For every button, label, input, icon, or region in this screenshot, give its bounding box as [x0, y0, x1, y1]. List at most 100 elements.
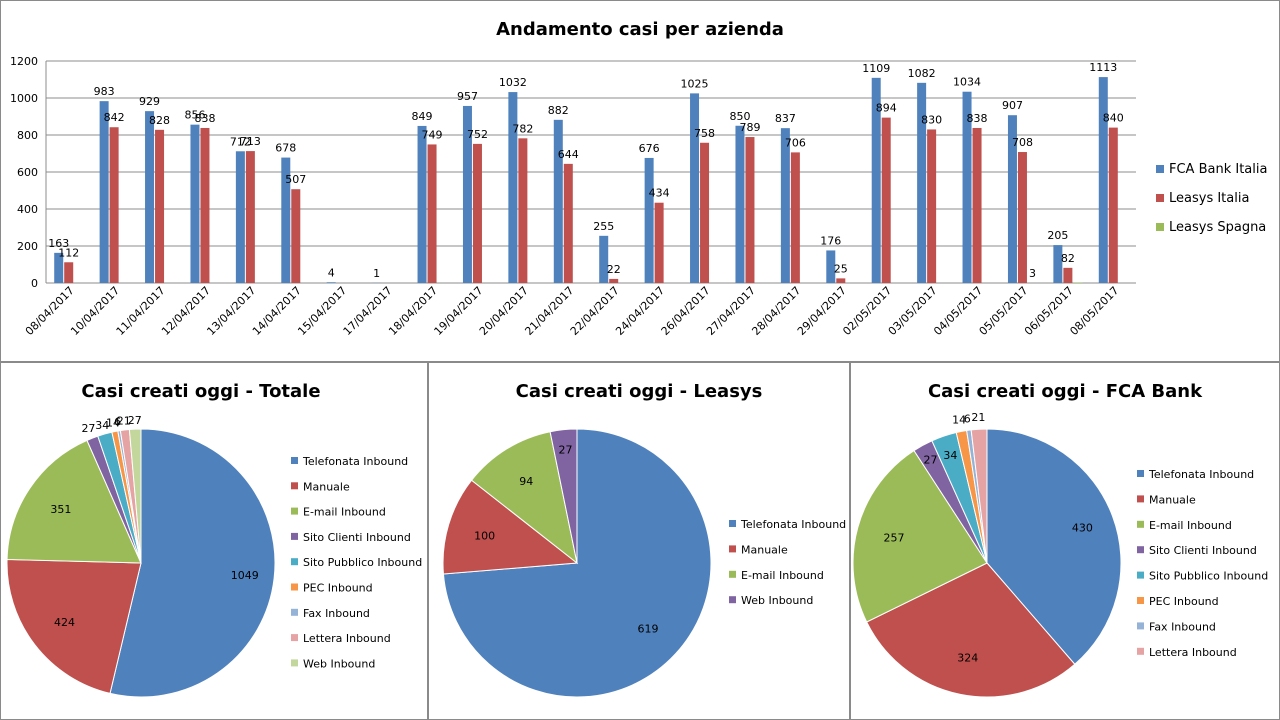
- pie-slice-label: 14: [106, 416, 120, 429]
- legend-swatch: [1156, 165, 1164, 173]
- legend-swatch: [1156, 223, 1164, 231]
- bar-fca-bank-italia: [690, 93, 700, 283]
- pie-slice: [470, 431, 578, 565]
- bar-fca-bank-italia: [54, 252, 64, 283]
- legend-swatch: [291, 634, 298, 642]
- bar-fca-bank-italia: [462, 105, 472, 283]
- legend-swatch: [291, 558, 298, 566]
- bar-data-label: 163: [48, 237, 69, 250]
- legend-swatch: [1137, 622, 1144, 630]
- bar-leasys-spagna: [1073, 282, 1083, 283]
- bar-leasys-italia: [291, 189, 301, 283]
- bar-data-label: 678: [275, 142, 296, 155]
- legend-label: Lettera Inbound: [1149, 646, 1237, 659]
- legend-swatch: [1137, 470, 1144, 477]
- bar-fca-bank-italia: [417, 125, 427, 283]
- bar-leasys-italia: [609, 278, 619, 283]
- bar-data-label: 1034: [953, 76, 981, 89]
- legend-swatch: [291, 482, 298, 490]
- bar-leasys-italia: [836, 278, 846, 283]
- bar-leasys-italia: [155, 129, 165, 283]
- bar-fca-bank-italia: [508, 92, 518, 283]
- pie-slice-label: 27: [559, 444, 573, 457]
- bar-leasys-italia: [881, 117, 891, 283]
- bar-leasys-italia: [472, 143, 482, 283]
- bar-data-label: 894: [876, 102, 897, 115]
- legend-swatch: [291, 659, 298, 667]
- legend-label: PEC Inbound: [1149, 595, 1219, 608]
- legend-swatch: [1137, 495, 1144, 503]
- legend-label: E-mail Inbound: [741, 569, 824, 582]
- bar-fca-bank-italia: [644, 157, 654, 283]
- legend-label: Sito Pubblico Inbound: [303, 556, 422, 569]
- bar-data-label: 1032: [499, 76, 527, 89]
- bar-data-label: 1109: [862, 62, 890, 75]
- pie-slice-label: 351: [50, 503, 71, 516]
- pie-slice: [6, 558, 142, 694]
- legend-label: Sito Clienti Inbound: [1149, 544, 1257, 557]
- pie-slice-label: 6: [964, 412, 971, 425]
- legend-label: Leasys Spagna: [1169, 220, 1266, 235]
- legend-swatch: [729, 545, 736, 553]
- pie-chart-fca: Casi creati oggi - FCA Bank 430 324 257 27 3…: [852, 381, 1268, 698]
- pie-chart-total-title: Casi creati oggi - Totale: [81, 381, 320, 402]
- bar-data-label: 644: [558, 148, 579, 161]
- bar-data-label: 850: [729, 110, 750, 123]
- pie-slice-label: 34: [95, 419, 109, 432]
- legend-label: PEC Inbound: [303, 582, 373, 595]
- pie-slice-label: 27: [81, 422, 95, 435]
- bar-fca-bank-italia: [735, 125, 745, 283]
- legend-swatch: [1137, 647, 1144, 655]
- legend-label: FCA Bank Italia: [1169, 162, 1267, 177]
- bar-leasys-italia: [64, 262, 74, 283]
- bar-data-label: 929: [139, 95, 160, 108]
- bar-fca-bank-italia: [190, 124, 200, 283]
- pie-slice: [128, 428, 142, 564]
- pie-slice-label: 94: [519, 475, 533, 488]
- bar-data-label: 434: [649, 187, 670, 200]
- bar-data-label: 782: [512, 122, 533, 135]
- legend-swatch: [291, 507, 298, 515]
- bar-data-label: 1025: [681, 77, 709, 90]
- bar-fca-bank-italia: [962, 91, 972, 284]
- bar-fca-bank-italia: [871, 77, 881, 284]
- bar-data-label: 507: [285, 173, 306, 186]
- bar-leasys-italia: [700, 142, 710, 283]
- bar-fca-bank-italia: [1098, 77, 1108, 283]
- legend-swatch: [729, 520, 736, 527]
- bar-data-label: 22: [607, 263, 621, 276]
- bar-leasys-italia: [745, 137, 755, 283]
- pie-chart-fca-panel: Casi creati oggi - FCA Bank 430 324 257 27 3…: [850, 362, 1280, 720]
- bar-data-label: 828: [149, 114, 170, 127]
- x-tick-label: 08/05/2017: [1067, 284, 1121, 338]
- pie-chart-fca-title: Casi creati oggi - FCA Bank: [928, 381, 1203, 402]
- legend-label: Lettera Inbound: [303, 632, 391, 645]
- pie-slice-label: 27: [128, 414, 142, 427]
- bar-data-label: 1082: [908, 67, 936, 80]
- bar-chart: Andamento casi per azienda 0 200 400 600 800…: [10, 19, 1267, 338]
- bar-data-label: 842: [104, 111, 125, 124]
- legend-label: Telefonata Inbound: [302, 455, 408, 468]
- legend-label: Web Inbound: [741, 594, 813, 607]
- pie-slice-label: 619: [637, 622, 658, 635]
- legend-label: E-mail Inbound: [1149, 519, 1232, 532]
- bar-data-label: 176: [820, 234, 841, 247]
- pie-slice-label: 430: [1072, 521, 1093, 534]
- bar-data-label: 758: [694, 127, 715, 140]
- bar-leasys-italia: [200, 127, 210, 283]
- bar-fca-bank-italia: [917, 82, 927, 283]
- bar-data-label: 837: [775, 112, 796, 125]
- legend-label: Telefonata Inbound: [1148, 468, 1254, 481]
- y-tick-label: 400: [17, 203, 38, 216]
- bar-data-label: 4: [328, 266, 335, 279]
- pie-slice-label: 27: [924, 453, 938, 466]
- bar-leasys-italia: [1063, 267, 1073, 283]
- bar-leasys-italia: [654, 202, 664, 283]
- pie-slice-label: 1049: [231, 569, 259, 582]
- legend-label: Manuale: [303, 480, 350, 493]
- bar-data-label: 882: [548, 104, 569, 117]
- legend-swatch: [729, 570, 736, 578]
- legend-label: Sito Pubblico Inbound: [1149, 570, 1268, 583]
- bar-leasys-italia: [245, 151, 255, 283]
